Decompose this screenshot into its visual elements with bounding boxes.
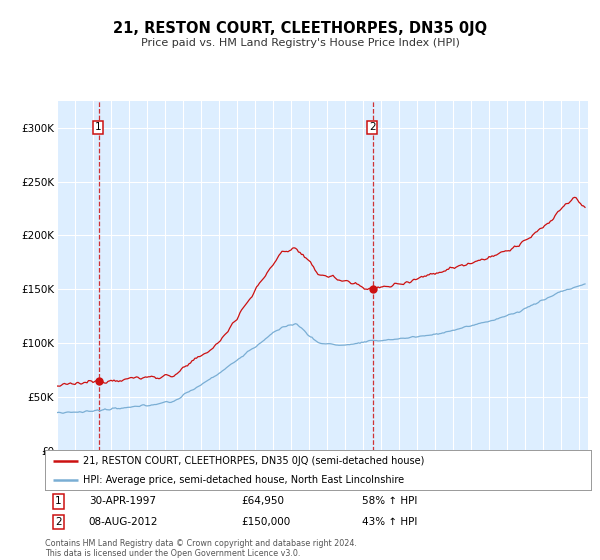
Text: 1: 1 [55,497,61,506]
Text: 43% ↑ HPI: 43% ↑ HPI [362,517,417,527]
Text: £64,950: £64,950 [242,497,284,506]
Text: 1: 1 [94,122,101,132]
Text: 58% ↑ HPI: 58% ↑ HPI [362,497,417,506]
Text: £150,000: £150,000 [242,517,291,527]
Text: 21, RESTON COURT, CLEETHORPES, DN35 0JQ (semi-detached house): 21, RESTON COURT, CLEETHORPES, DN35 0JQ … [83,456,425,466]
Text: 08-AUG-2012: 08-AUG-2012 [89,517,158,527]
Text: Price paid vs. HM Land Registry's House Price Index (HPI): Price paid vs. HM Land Registry's House … [140,38,460,48]
Text: 30-APR-1997: 30-APR-1997 [89,497,155,506]
Text: HPI: Average price, semi-detached house, North East Lincolnshire: HPI: Average price, semi-detached house,… [83,474,404,484]
Text: 2: 2 [55,517,61,527]
Text: 21, RESTON COURT, CLEETHORPES, DN35 0JQ: 21, RESTON COURT, CLEETHORPES, DN35 0JQ [113,21,487,36]
Text: Contains HM Land Registry data © Crown copyright and database right 2024.
This d: Contains HM Land Registry data © Crown c… [45,539,357,558]
Text: 2: 2 [369,122,376,132]
